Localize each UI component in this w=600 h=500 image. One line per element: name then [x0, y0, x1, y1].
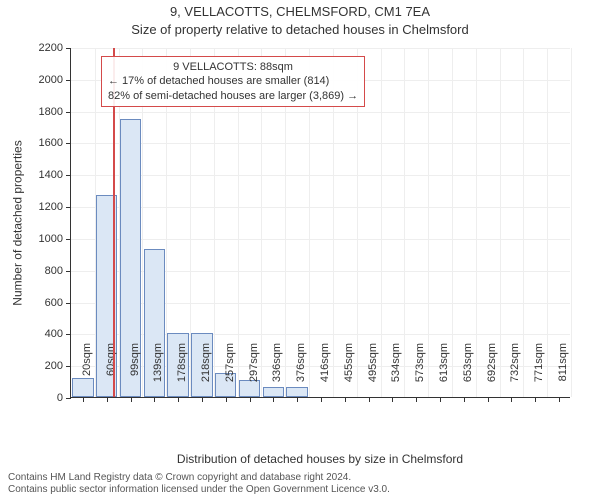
annotation-line-1: 9 VELLACOTTS: 88sqm — [108, 60, 358, 74]
title-sub: Size of property relative to detached ho… — [0, 22, 600, 37]
footer-line-1: Contains HM Land Registry data © Crown c… — [8, 472, 390, 484]
x-axis-label: Distribution of detached houses by size … — [70, 452, 570, 466]
xtick-label: 732sqm — [509, 343, 521, 403]
ytick-label: 1600 — [39, 137, 71, 149]
ytick-label: 1200 — [39, 201, 71, 213]
gridline-h — [71, 112, 570, 113]
gridline-h — [71, 143, 570, 144]
xtick-label: 534sqm — [390, 343, 402, 403]
xtick-label: 573sqm — [414, 343, 426, 403]
gridline-h — [71, 48, 570, 49]
xtick-label: 771sqm — [533, 343, 545, 403]
ytick-label: 1400 — [39, 169, 71, 181]
y-axis-label: Number of detached properties — [10, 48, 26, 398]
xtick-label: 218sqm — [200, 343, 212, 403]
gridline-h — [71, 239, 570, 240]
xtick-label: 257sqm — [224, 343, 236, 403]
xtick-label: 455sqm — [343, 343, 355, 403]
annotation-line-2: ← 17% of detached houses are smaller (81… — [108, 74, 358, 88]
attribution-footer: Contains HM Land Registry data © Crown c… — [8, 472, 390, 496]
xtick-label: 99sqm — [129, 343, 141, 403]
xtick-label: 495sqm — [367, 343, 379, 403]
annotation-box: 9 VELLACOTTS: 88sqm← 17% of detached hou… — [101, 56, 365, 107]
ytick-label: 1800 — [39, 106, 71, 118]
footer-line-2: Contains public sector information licen… — [8, 484, 390, 496]
xtick-label: 811sqm — [557, 343, 569, 403]
xtick-label: 613sqm — [438, 343, 450, 403]
xtick-label: 416sqm — [319, 343, 331, 403]
gridline-v — [547, 48, 548, 397]
gridline-v — [381, 48, 382, 397]
xtick-label: 336sqm — [271, 343, 283, 403]
ytick-label: 400 — [45, 328, 71, 340]
gridline-v — [571, 48, 572, 397]
xtick-label: 139sqm — [152, 343, 164, 403]
xtick-label: 376sqm — [295, 343, 307, 403]
ytick-label: 600 — [45, 297, 71, 309]
gridline-h — [71, 175, 570, 176]
chart-container: 9, VELLACOTTS, CHELMSFORD, CM1 7EA Size … — [0, 0, 600, 500]
xtick-label: 297sqm — [248, 343, 260, 403]
annotation-line-3: 82% of semi-detached houses are larger (… — [108, 89, 358, 103]
gridline-v — [428, 48, 429, 397]
plot-area: 0200400600800100012001400160018002000220… — [70, 48, 570, 398]
gridline-v — [523, 48, 524, 397]
gridline-v — [476, 48, 477, 397]
ytick-label: 1000 — [39, 233, 71, 245]
gridline-v — [404, 48, 405, 397]
ytick-label: 2200 — [39, 42, 71, 54]
ytick-label: 200 — [45, 360, 71, 372]
title-main: 9, VELLACOTTS, CHELMSFORD, CM1 7EA — [0, 4, 600, 19]
ytick-label: 800 — [45, 265, 71, 277]
xtick-label: 692sqm — [486, 343, 498, 403]
xtick-label: 178sqm — [176, 343, 188, 403]
xtick-label: 20sqm — [81, 343, 93, 403]
ytick-label: 0 — [57, 392, 71, 404]
ytick-label: 2000 — [39, 74, 71, 86]
gridline-v — [452, 48, 453, 397]
gridline-v — [500, 48, 501, 397]
gridline-h — [71, 207, 570, 208]
xtick-label: 653sqm — [462, 343, 474, 403]
